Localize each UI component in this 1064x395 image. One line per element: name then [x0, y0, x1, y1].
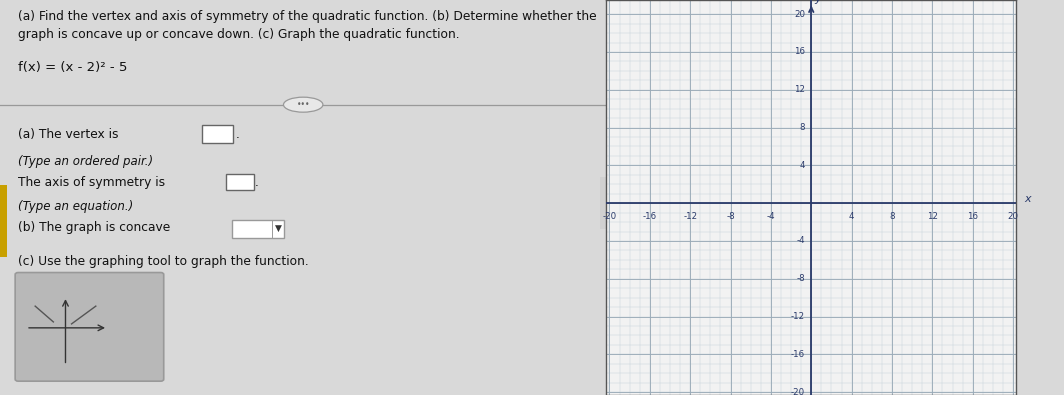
- Text: -16: -16: [643, 212, 656, 221]
- FancyBboxPatch shape: [600, 177, 616, 229]
- Text: (Type an equation.): (Type an equation.): [18, 200, 133, 213]
- Text: 20: 20: [1008, 212, 1018, 221]
- Text: 16: 16: [794, 47, 805, 56]
- Text: 8: 8: [800, 123, 805, 132]
- Text: 20: 20: [794, 9, 805, 19]
- Text: -8: -8: [797, 274, 805, 283]
- Text: -20: -20: [602, 212, 616, 221]
- Text: 16: 16: [967, 212, 978, 221]
- Text: 4: 4: [800, 161, 805, 170]
- Text: -12: -12: [683, 212, 697, 221]
- Text: x: x: [1025, 194, 1031, 204]
- Text: .: .: [254, 176, 259, 189]
- Text: Click to: Click to: [120, 311, 162, 321]
- Text: -12: -12: [791, 312, 805, 321]
- Text: (c) Use the graphing tool to graph the function.: (c) Use the graphing tool to graph the f…: [18, 255, 309, 268]
- Text: 12: 12: [927, 212, 937, 221]
- Text: The axis of symmetry is: The axis of symmetry is: [18, 176, 165, 189]
- Text: •••: •••: [297, 100, 310, 109]
- Text: (a) Find the vertex and axis of symmetry of the quadratic function. (b) Determin: (a) Find the vertex and axis of symmetry…: [18, 10, 597, 23]
- Text: .: .: [235, 128, 239, 141]
- FancyBboxPatch shape: [0, 185, 6, 257]
- Text: 8: 8: [890, 212, 895, 221]
- FancyBboxPatch shape: [232, 220, 284, 238]
- Text: f(x) = (x - 2)² - 5: f(x) = (x - 2)² - 5: [18, 61, 128, 74]
- Text: -4: -4: [797, 237, 805, 245]
- Text: graph: graph: [120, 335, 153, 345]
- Text: (a) The vertex is: (a) The vertex is: [18, 128, 119, 141]
- Text: (b) The graph is concave: (b) The graph is concave: [18, 221, 170, 234]
- Text: ▼: ▼: [275, 224, 282, 233]
- Ellipse shape: [283, 97, 322, 112]
- Text: graph is concave up or concave down. (c) Graph the quadratic function.: graph is concave up or concave down. (c)…: [18, 28, 460, 41]
- Text: enlarge: enlarge: [120, 323, 163, 333]
- FancyBboxPatch shape: [227, 174, 254, 190]
- Text: y: y: [814, 0, 820, 4]
- Text: -8: -8: [727, 212, 735, 221]
- Text: 12: 12: [794, 85, 805, 94]
- FancyBboxPatch shape: [202, 125, 233, 143]
- Text: -20: -20: [791, 387, 805, 395]
- Text: -4: -4: [766, 212, 776, 221]
- Text: 4: 4: [849, 212, 854, 221]
- FancyBboxPatch shape: [15, 273, 164, 381]
- Text: (Type an ordered pair.): (Type an ordered pair.): [18, 155, 153, 168]
- Text: -16: -16: [791, 350, 805, 359]
